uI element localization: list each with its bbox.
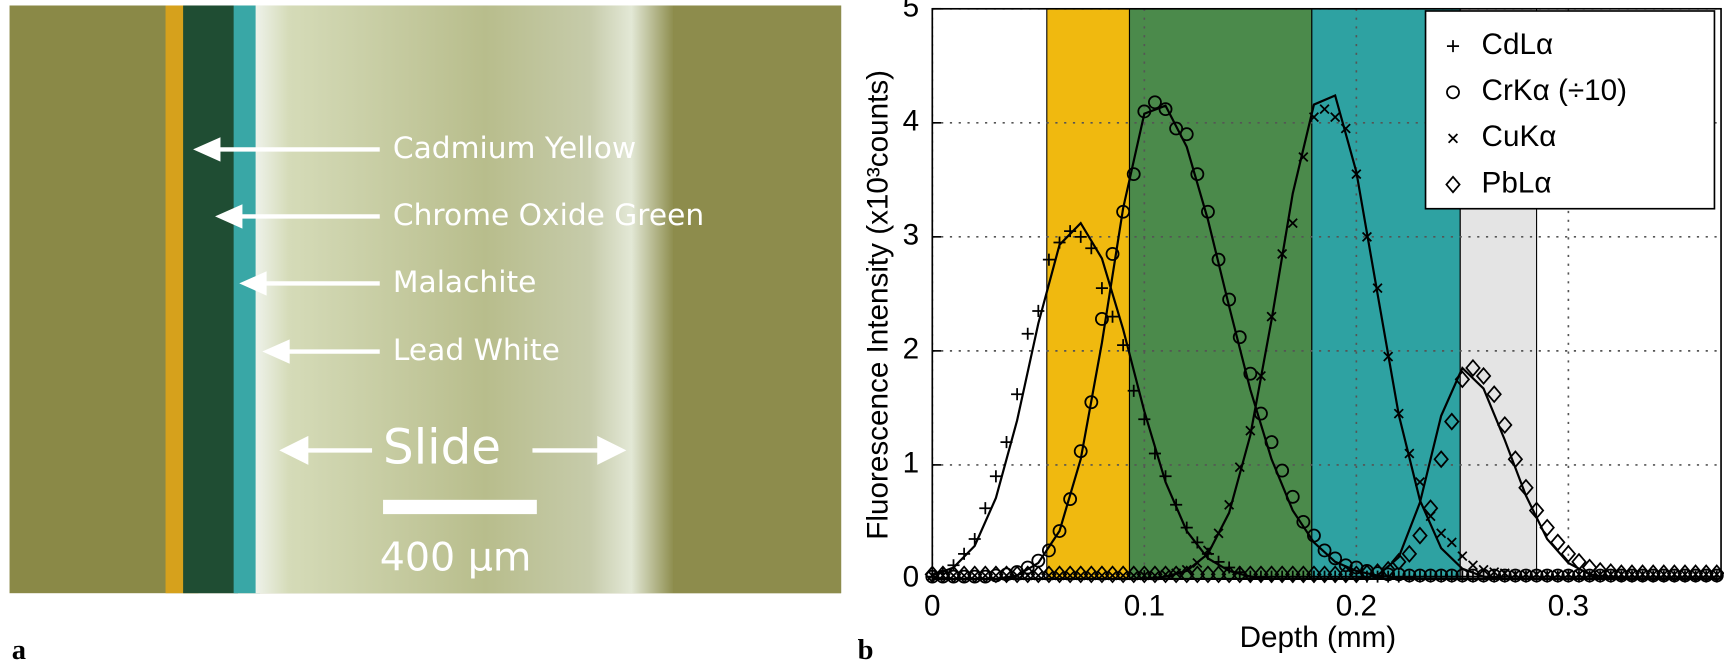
layer-band [1047,9,1130,579]
layer-label: Lead White [393,332,560,367]
marker [1551,535,1564,550]
panel-label: a [12,635,26,666]
legend-label: CrKα (÷10) [1482,74,1627,107]
y-tick-label: 3 [903,219,920,252]
panel-label: b [858,635,874,666]
page: Cadmium Yellow Chrome Oxide Green Malach… [0,0,1724,669]
y-axis-label: Fluorescence Intensity (x10³counts) [861,70,894,540]
marker [1022,328,1034,340]
x-tick-label: 0.1 [1124,589,1165,622]
layer-label: Cadmium Yellow [393,130,636,165]
x-tick-label: 0 [924,589,941,622]
y-tick-label: 1 [903,447,920,480]
layer-green [183,5,238,593]
y-tick-label: 2 [903,333,920,366]
legend-label: CdLα [1482,28,1554,61]
legend-label: PbLα [1482,166,1552,199]
y-tick-label: 0 [903,561,920,594]
x-tick-label: 0.2 [1336,589,1377,622]
x-axis-label: Depth (mm) [1240,621,1397,654]
photo: Cadmium Yellow Chrome Oxide Green Malach… [10,5,842,593]
x-tick-label: 0.3 [1548,589,1589,622]
layer-label: Chrome Oxide Green [393,197,704,232]
layer-band [1129,9,1311,579]
photo-right [673,5,841,593]
y-tick-label: 4 [903,105,920,138]
scale-bar [383,500,537,514]
scale-label: 400 µm [380,535,532,581]
legend-box [1426,11,1715,209]
chart: 0 1 2 3 4 5 0 0.1 0.2 0.3 Depth (mm) Fluorescence I… [861,0,1723,654]
layer-label: Malachite [393,264,536,299]
figure: Cadmium Yellow Chrome Oxide Green Malach… [0,0,1724,669]
slide-label: Slide [383,419,501,475]
marker [958,548,970,560]
y-tick-label: 5 [903,0,920,24]
legend-label: CuKα [1482,120,1557,153]
marker [1032,555,1044,567]
